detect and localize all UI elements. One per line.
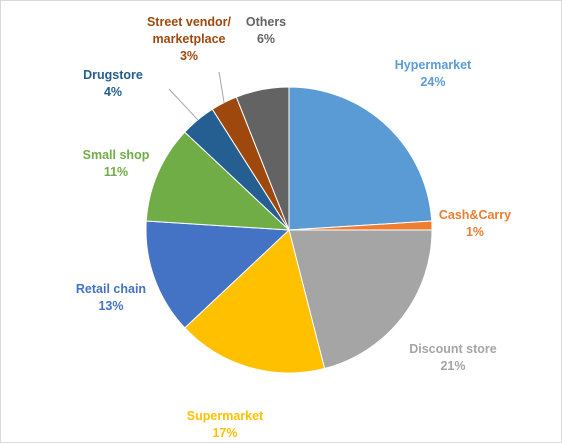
pie-slice-small-shop	[145, 131, 291, 231]
pie-slices	[145, 86, 433, 374]
data-label-cash-carry: Cash&Carry 1%	[439, 208, 511, 239]
data-label-hypermarket: Hypermarket 24%	[395, 58, 472, 89]
pie-slice-others	[235, 86, 290, 231]
pie-slice-supermarket	[184, 229, 326, 374]
data-label-street-vendor: Street vendor/marketplace 3%	[147, 15, 232, 63]
pie-slice-retail-chain	[145, 220, 291, 329]
leader-line	[168, 88, 199, 121]
leader-line	[218, 71, 225, 103]
pie-slice-hypermarket	[288, 86, 433, 231]
data-label-drugstore: Drugstore 4%	[83, 68, 143, 99]
pie-slice-discount-store	[288, 229, 433, 370]
data-label-small-shop: Small shop 11%	[83, 148, 150, 179]
data-label-discount-store: Discount store 21%	[409, 342, 497, 373]
data-label-supermarket: Supermarket 17%	[187, 409, 264, 440]
data-label-others: Others 6%	[246, 15, 286, 46]
data-label-retail-chain: Retail chain 13%	[76, 282, 146, 313]
